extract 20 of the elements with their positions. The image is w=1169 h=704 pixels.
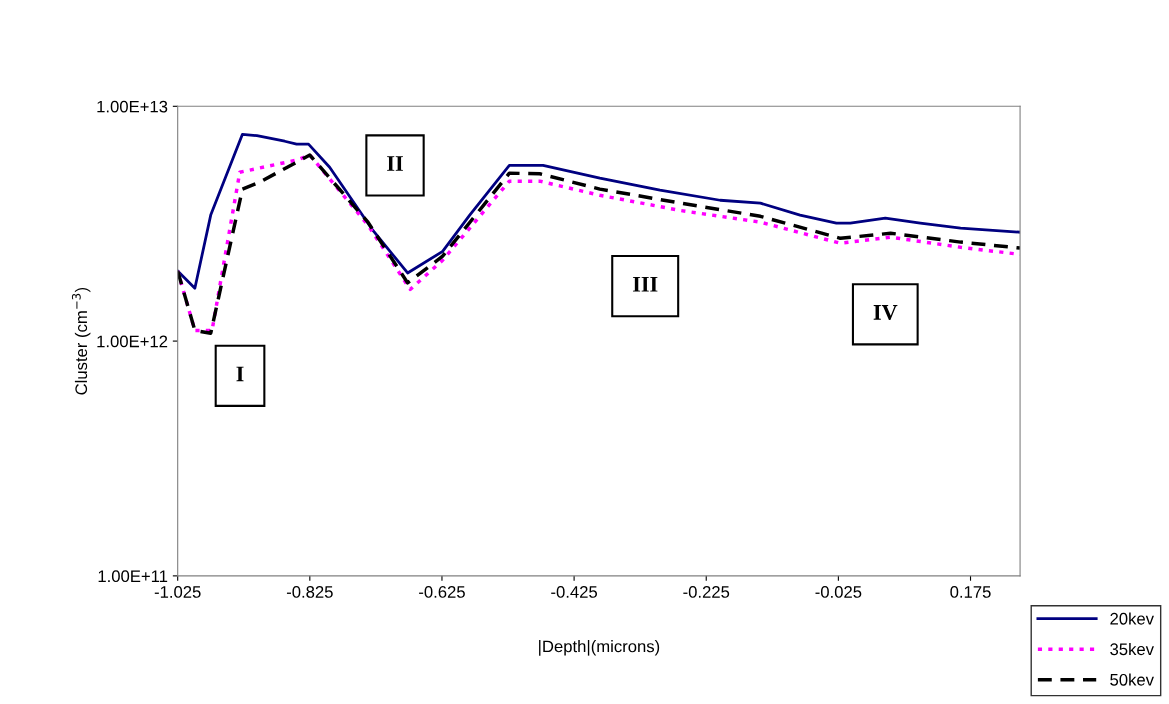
legend-label: 20kev [1110, 612, 1154, 625]
legend-label: 35kev [1110, 642, 1154, 656]
x-axis-title: |Depth|(microns) [539, 640, 660, 656]
x-tick-label: -1.025 [154, 586, 201, 598]
x-tick-label: -0.625 [419, 586, 465, 598]
line-series [177, 132, 1021, 290]
x-tick-label: -0.025 [815, 586, 862, 598]
y-tick-label: 1.00E+12 [97, 335, 168, 348]
x-tick-label: -0.825 [286, 586, 333, 598]
y-tick-label: 1.00E+11 [98, 570, 168, 583]
annotation: III [632, 276, 658, 292]
x-tick-label: -0.225 [683, 586, 730, 598]
x-tick-label: 0.175 [950, 586, 991, 598]
x-tick-label: -0.425 [551, 586, 598, 598]
y-tick-label: 1.00E+13 [97, 100, 168, 113]
legend-label: 50kev [1110, 673, 1154, 686]
y-axis-title: Cluster (cm$^{−3}$) [71, 287, 91, 395]
annotation: II [387, 156, 403, 171]
annotation: IV [873, 305, 898, 320]
annotation: I [236, 366, 244, 382]
